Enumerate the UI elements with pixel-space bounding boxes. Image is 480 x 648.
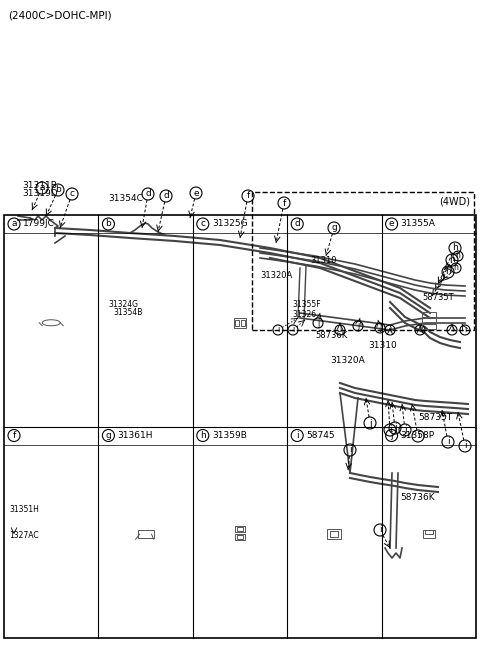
Bar <box>252 192 474 330</box>
Text: i: i <box>464 441 466 450</box>
Text: j: j <box>390 431 393 440</box>
Text: 58735T: 58735T <box>418 413 452 422</box>
Bar <box>237 535 243 539</box>
Bar <box>138 530 154 538</box>
Bar <box>234 318 246 328</box>
Text: a: a <box>39 183 45 192</box>
Text: e: e <box>193 189 199 198</box>
Text: 31324G: 31324G <box>108 300 138 308</box>
Text: c: c <box>200 220 205 229</box>
Text: 31355F: 31355F <box>292 300 321 308</box>
Text: 58736K: 58736K <box>400 493 434 502</box>
Text: 1799JC: 1799JC <box>23 220 55 229</box>
Text: 58736K: 58736K <box>315 331 347 340</box>
Text: f: f <box>246 192 250 200</box>
Text: (4WD): (4WD) <box>439 196 470 206</box>
Bar <box>327 529 341 539</box>
Text: 31326: 31326 <box>292 310 316 319</box>
Text: 1327AC: 1327AC <box>9 531 38 540</box>
Text: j: j <box>394 424 396 432</box>
Bar <box>330 531 338 537</box>
Bar <box>235 526 245 532</box>
Text: 58735T: 58735T <box>422 293 454 302</box>
Bar <box>235 534 245 540</box>
Text: i: i <box>277 325 279 334</box>
Text: d: d <box>163 192 169 200</box>
Text: f: f <box>12 431 16 440</box>
Text: i: i <box>419 325 421 334</box>
Text: j: j <box>369 419 372 428</box>
Text: 31310: 31310 <box>368 341 397 350</box>
Bar <box>423 530 435 538</box>
Text: 58745: 58745 <box>306 431 335 440</box>
Bar <box>425 530 433 534</box>
Text: i: i <box>379 526 381 535</box>
Text: (2400C>DOHC-MPI): (2400C>DOHC-MPI) <box>8 10 112 20</box>
Text: 31351H: 31351H <box>9 505 39 515</box>
Text: i: i <box>464 325 466 334</box>
Text: 31355A: 31355A <box>401 220 435 229</box>
Text: j: j <box>404 426 406 435</box>
Text: i: i <box>339 325 341 334</box>
Text: g: g <box>106 431 111 440</box>
Text: 31310: 31310 <box>310 256 336 265</box>
Text: i: i <box>417 432 420 441</box>
Text: j: j <box>357 321 359 330</box>
Text: 31361H: 31361H <box>118 431 153 440</box>
Bar <box>241 319 245 326</box>
Text: h: h <box>445 268 451 277</box>
Bar <box>422 318 436 323</box>
Text: 31320A: 31320A <box>260 271 292 280</box>
Text: b: b <box>106 220 111 229</box>
Text: d: d <box>294 220 300 229</box>
Text: i: i <box>292 325 294 334</box>
Text: 31319D: 31319D <box>22 189 58 198</box>
Bar <box>4 215 476 638</box>
Bar <box>235 319 239 326</box>
Text: e: e <box>389 220 395 229</box>
Text: i: i <box>451 325 453 334</box>
Text: g: g <box>331 224 337 233</box>
Text: i: i <box>389 426 391 435</box>
Text: 31358P: 31358P <box>401 431 435 440</box>
Text: 31354C: 31354C <box>108 194 143 203</box>
Text: h: h <box>454 264 458 273</box>
Text: a: a <box>11 220 17 229</box>
Text: 31325G: 31325G <box>212 220 247 229</box>
Text: j: j <box>317 319 319 327</box>
Text: f: f <box>282 198 286 207</box>
Text: h: h <box>200 431 205 440</box>
Text: 31359B: 31359B <box>212 431 247 440</box>
Text: j: j <box>379 323 381 332</box>
Bar <box>422 324 436 329</box>
Text: b: b <box>55 185 61 194</box>
Text: h: h <box>452 244 458 253</box>
Bar <box>422 312 436 318</box>
Text: i: i <box>348 446 351 454</box>
Text: c: c <box>70 189 74 198</box>
Text: h: h <box>449 255 455 264</box>
Bar <box>237 527 243 531</box>
Text: i: i <box>296 431 299 440</box>
Text: 31320A: 31320A <box>330 356 365 365</box>
Text: i: i <box>447 437 449 446</box>
Text: 31354B: 31354B <box>113 308 143 317</box>
Text: i: i <box>389 325 391 334</box>
Text: d: d <box>145 189 151 198</box>
Text: 31311B: 31311B <box>22 181 57 190</box>
Text: h: h <box>456 251 460 260</box>
